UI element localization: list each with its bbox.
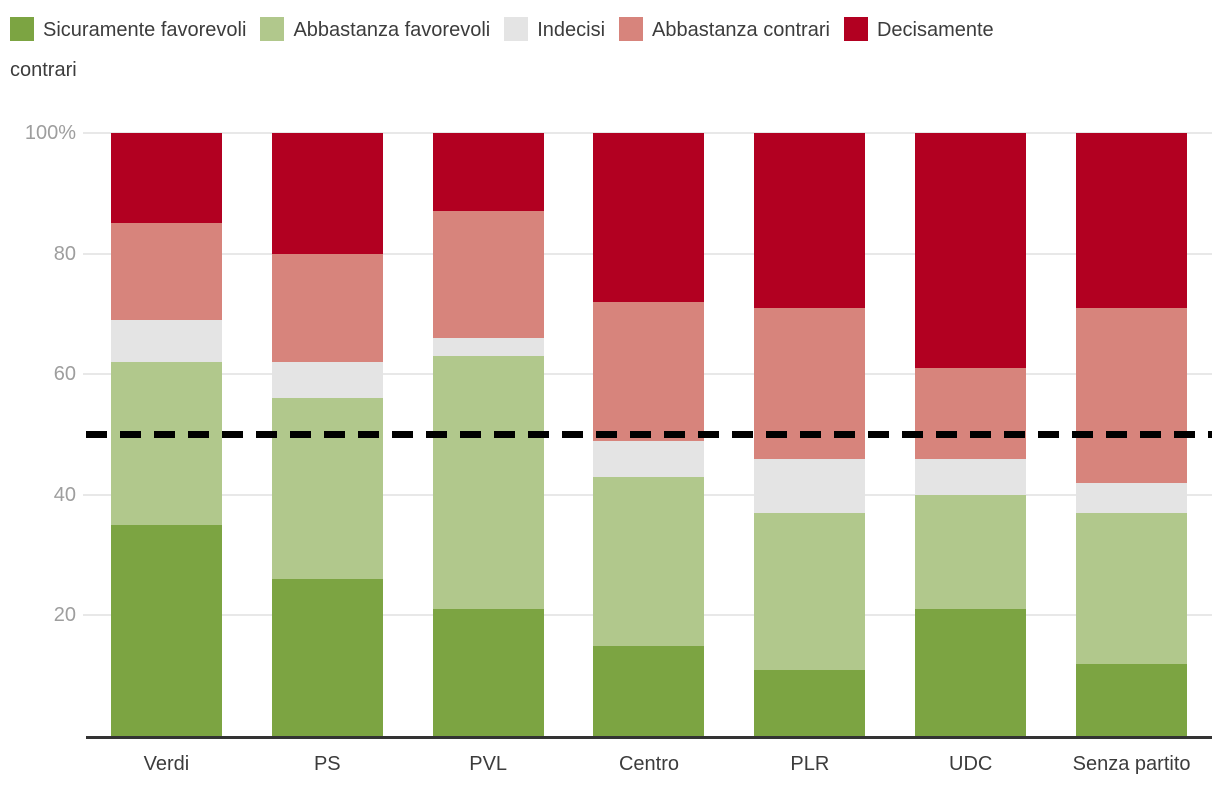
segment-plr-sicuramente-favorevoli [754,669,866,736]
segment-centro-sicuramente-favorevoli [593,645,705,736]
y-tick-label-40: 40 [53,483,76,506]
legend-item-sicuramente-favorevoli: Sicuramente favorevoli [10,17,247,41]
reference-line-50-percent [86,431,1212,438]
legend-item-decisamente-contrari: Decisamente contrari [10,17,994,81]
y-tick-label-20: 20 [53,604,76,627]
segment-ps-sicuramente-favorevoli [271,579,383,736]
bars [86,133,1212,736]
segment-senza-partito-indecisi [1075,482,1187,513]
x-axis-line [86,736,1212,739]
legend-label: Indecisi [537,19,606,41]
bar-pvl [432,133,544,736]
segment-centro-abbastanza-contrari [593,301,705,441]
segment-verdi-sicuramente-favorevoli [110,524,222,736]
segment-plr-abbastanza-favorevoli [754,512,866,670]
legend-swatch-decisamente-contrari [843,17,868,41]
segment-pvl-sicuramente-favorevoli [432,609,544,736]
segment-verdi-decisamente-contrari [110,133,222,224]
segment-verdi-abbastanza-favorevoli [110,362,222,525]
legend-label: Sicuramente favorevoli [43,19,247,41]
segment-senza-partito-abbastanza-contrari [1075,307,1187,483]
segment-senza-partito-abbastanza-favorevoli [1075,512,1187,664]
segment-udc-sicuramente-favorevoli [915,609,1027,736]
category-label-udc: UDC [949,753,993,775]
y-tick-label-100: 100% [24,122,76,144]
legend-item-abbastanza-favorevoli: Abbastanza favorevoli [260,17,491,41]
segment-senza-partito-sicuramente-favorevoli [1075,663,1187,736]
segment-centro-abbastanza-favorevoli [593,476,705,646]
segment-udc-abbastanza-favorevoli [915,494,1027,610]
category-label-senza-partito: Senza partito [1072,753,1191,775]
segment-pvl-decisamente-contrari [432,133,544,212]
legend-label: Abbastanza contrari [652,19,830,41]
gridline-100 [83,132,1212,134]
segment-centro-decisamente-contrari [593,133,705,302]
legend-swatch-sicuramente-favorevoli [10,17,34,41]
legend-label: Abbastanza favorevoli [293,19,491,41]
segment-senza-partito-decisamente-contrari [1075,133,1187,308]
y-tick-label-60: 60 [53,363,76,386]
segment-udc-indecisi [915,458,1027,495]
y-axis-labels: 100% 80 60 40 20 [0,122,76,736]
bar-verdi [110,133,222,736]
category-label-ps: PS [313,753,341,775]
category-label-plr: PLR [790,753,830,775]
plot-area [83,132,1212,736]
segment-verdi-indecisi [110,319,222,363]
category-label-centro: Centro [618,753,680,775]
y-tick-label-80: 80 [53,242,76,265]
segment-ps-abbastanza-favorevoli [271,398,383,580]
legend-swatch-abbastanza-favorevoli [260,17,285,41]
legend-label: Decisamente contrari [10,19,994,81]
x-axis-labels: Verdi PS PVL Centro PLR UDC Senza partito [86,750,1212,778]
segment-centro-indecisi [593,440,705,477]
legend-item-abbastanza-contrari: Abbastanza contrari [619,17,830,41]
bar-senza-partito [1075,133,1187,736]
bar-ps [271,133,383,736]
category-label-verdi: Verdi [143,753,190,775]
bar-udc [915,133,1027,736]
segment-pvl-indecisi [432,338,544,357]
legend-swatch-indecisi [504,17,529,41]
segment-plr-decisamente-contrari [754,133,866,308]
segment-ps-decisamente-contrari [271,133,383,254]
segment-pvl-abbastanza-contrari [432,211,544,339]
segment-ps-indecisi [271,362,383,399]
legend-item-indecisi: Indecisi [504,17,606,41]
category-label-pvl: PVL [469,753,508,775]
segment-udc-decisamente-contrari [915,133,1027,369]
bar-centro [593,133,705,736]
segment-plr-indecisi [754,458,866,513]
segment-ps-abbastanza-contrari [271,253,383,363]
segment-verdi-abbastanza-contrari [110,223,222,320]
legend-swatch-abbastanza-contrari [619,17,644,41]
legend: Sicuramente favorevoli Abbastanza favorev… [10,10,1030,90]
segment-udc-abbastanza-contrari [915,368,1027,459]
segment-pvl-abbastanza-favorevoli [432,356,544,610]
